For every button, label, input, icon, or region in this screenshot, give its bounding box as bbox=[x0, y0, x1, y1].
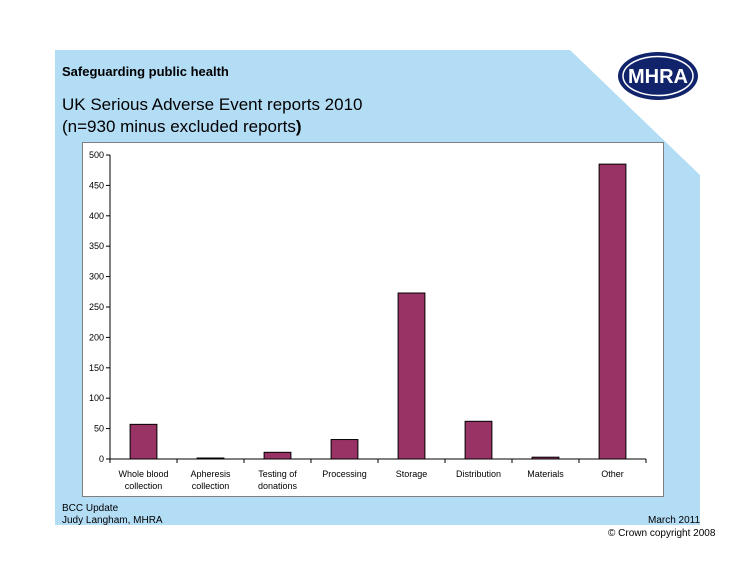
header-label: Safeguarding public health bbox=[62, 64, 229, 79]
mhra-logo-ellipse bbox=[618, 52, 698, 100]
footer-author: Judy Langham, MHRA bbox=[62, 515, 163, 526]
x-category-label: collection bbox=[192, 481, 230, 491]
bar bbox=[531, 456, 560, 460]
bar-chart: 0 50 100 150 200 250 300 350 400 450 500 Whole bloo… bbox=[89, 150, 647, 491]
chart-title-line-1: UK Serious Adverse Event reports 2010 bbox=[62, 95, 363, 114]
bar bbox=[464, 420, 493, 460]
chart-title-line-2: (n=930 minus excluded reports) bbox=[62, 117, 302, 137]
chart-title-line-2-paren: ) bbox=[295, 117, 302, 136]
y-tick-label: 300 bbox=[89, 272, 104, 282]
x-category-label: Storage bbox=[396, 469, 428, 479]
footer-event: BCC Update bbox=[62, 503, 119, 514]
x-category-label: Apheresis bbox=[190, 469, 231, 479]
mhra-logo: MHRA bbox=[618, 52, 698, 100]
mhra-logo-ring bbox=[622, 55, 694, 97]
bar bbox=[129, 423, 158, 460]
x-category-label: Materials bbox=[527, 469, 564, 479]
y-tick-label: 100 bbox=[89, 393, 104, 403]
x-category-label: Distribution bbox=[456, 469, 501, 479]
y-tick-label: 150 bbox=[89, 363, 104, 373]
x-category-label: donations bbox=[258, 481, 298, 491]
y-tick-label: 250 bbox=[89, 302, 104, 312]
mhra-logo-text: MHRA bbox=[628, 66, 688, 88]
footer-date: March 2011 bbox=[648, 515, 701, 526]
x-category-label: collection bbox=[125, 481, 163, 491]
y-tick-label: 400 bbox=[89, 211, 104, 221]
y-tick-label: 50 bbox=[94, 424, 104, 434]
y-tick-label: 500 bbox=[89, 150, 104, 160]
x-category-label: Testing of bbox=[258, 469, 297, 479]
x-category-label: Other bbox=[601, 469, 624, 479]
chart-area: 0 50 100 150 200 250 300 350 400 450 500 Whole bloo… bbox=[82, 142, 664, 497]
bar bbox=[397, 292, 426, 460]
x-category-label: Processing bbox=[322, 469, 367, 479]
y-tick-label: 200 bbox=[89, 332, 104, 342]
y-tick-label: 350 bbox=[89, 241, 104, 251]
chart-title-line-2-text: (n=930 minus excluded reports bbox=[62, 117, 296, 136]
y-tick-label: 0 bbox=[99, 454, 104, 464]
x-category-label: Whole blood bbox=[118, 469, 168, 479]
bar bbox=[598, 163, 627, 460]
copyright-notice: © Crown copyright 2008 bbox=[608, 528, 716, 539]
bar bbox=[263, 451, 292, 460]
y-tick-label: 450 bbox=[89, 180, 104, 190]
bar bbox=[196, 457, 225, 460]
bar bbox=[330, 439, 359, 460]
